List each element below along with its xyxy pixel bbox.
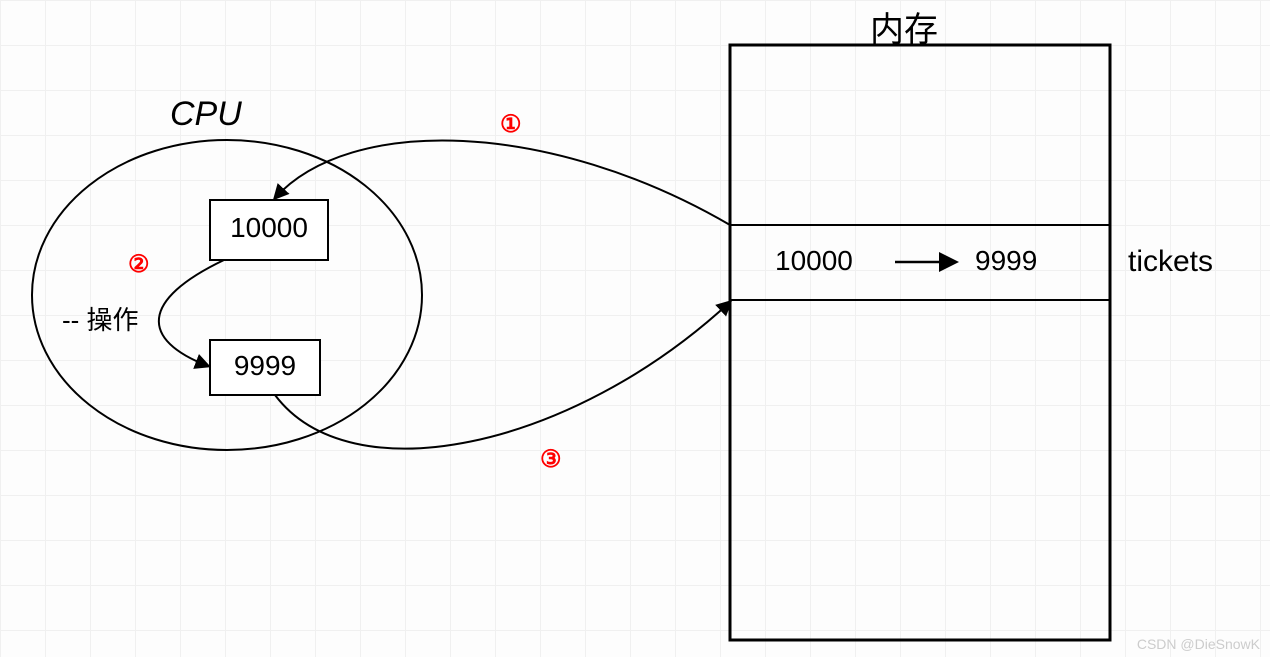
- tickets-label: tickets: [1128, 245, 1213, 279]
- cpu-title: CPU: [170, 95, 242, 134]
- cpu-reg-bottom-value: 9999: [210, 350, 320, 382]
- memory-title: 内存: [870, 2, 938, 51]
- step3-label: ③: [540, 445, 562, 474]
- memory-cell-to: 9999: [975, 245, 1037, 277]
- watermark: CSDN @DieSnowK: [1137, 636, 1260, 652]
- cpu-ellipse: [32, 140, 422, 450]
- cpu-reg-top-value: 10000: [210, 212, 328, 244]
- memory-box: [730, 45, 1110, 640]
- step1-arrow: [275, 140, 730, 225]
- step1-label: ①: [500, 110, 522, 139]
- memory-cell-from: 10000: [775, 245, 853, 277]
- step2-label: ②: [128, 250, 150, 279]
- step3-arrow: [275, 302, 730, 449]
- cpu-op-label: -- 操作: [62, 300, 139, 337]
